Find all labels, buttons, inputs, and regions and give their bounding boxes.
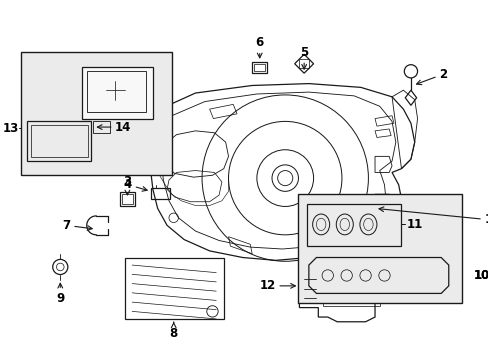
Text: 11: 11	[406, 218, 422, 231]
Text: 1: 1	[378, 207, 488, 226]
Text: 2: 2	[416, 68, 447, 85]
Text: 12: 12	[259, 279, 295, 292]
Text: 7: 7	[62, 219, 92, 232]
Text: 6: 6	[255, 36, 264, 58]
Bar	[297, 194, 461, 303]
Bar	[20, 53, 171, 175]
Text: 9: 9	[56, 283, 64, 305]
Polygon shape	[82, 67, 153, 118]
Text: 4: 4	[123, 178, 147, 191]
Text: 10: 10	[472, 269, 488, 282]
Text: 10: 10	[472, 269, 488, 282]
Text: 5: 5	[300, 46, 307, 69]
Text: 8: 8	[169, 322, 178, 339]
Text: 13: 13	[2, 122, 19, 135]
Text: 3: 3	[123, 175, 131, 195]
Text: 14: 14	[97, 121, 131, 134]
